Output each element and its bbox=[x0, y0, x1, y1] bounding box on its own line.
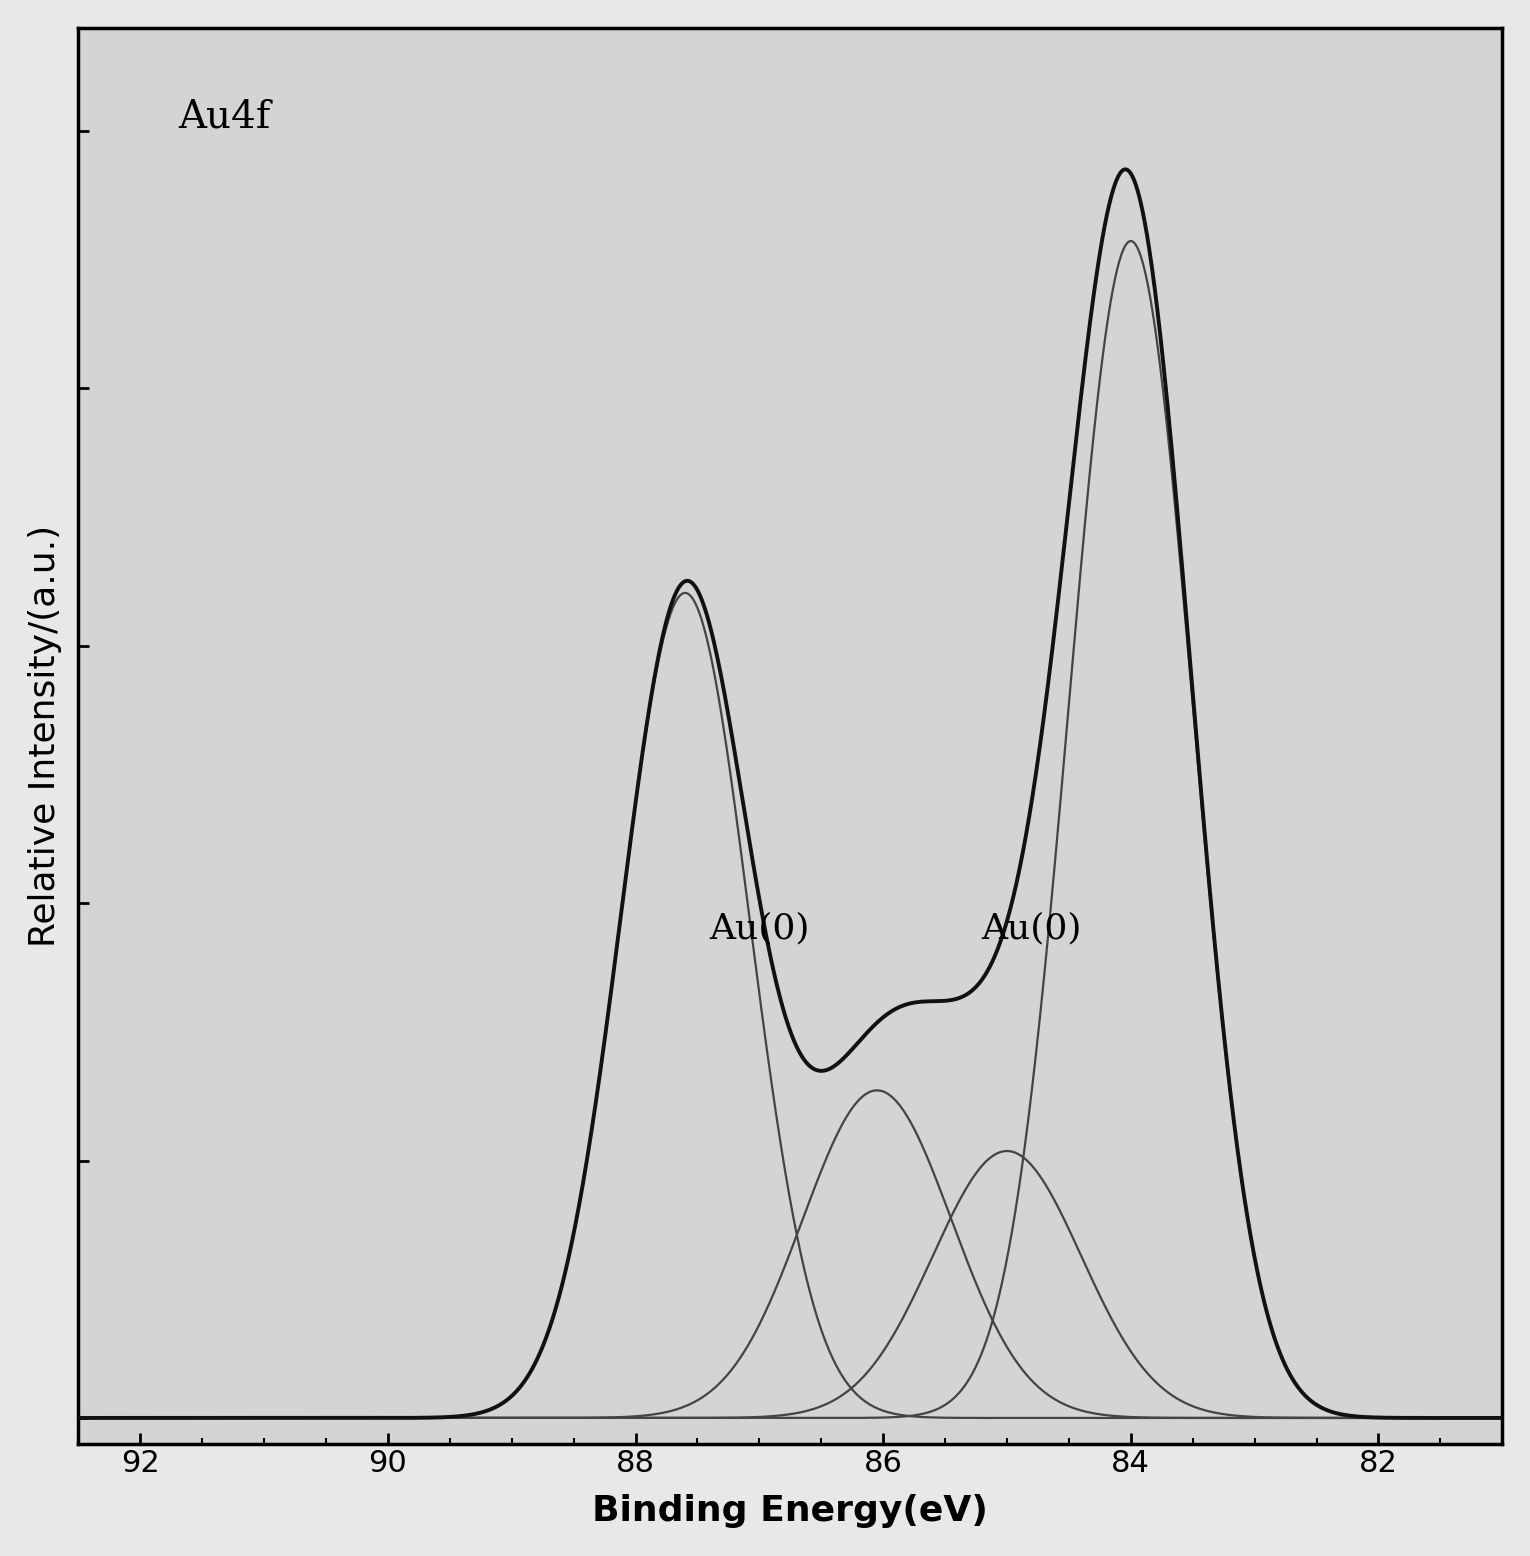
Y-axis label: Relative Intensity/(a.u.): Relative Intensity/(a.u.) bbox=[28, 524, 61, 946]
Text: Au4f: Au4f bbox=[177, 98, 271, 135]
X-axis label: Binding Energy(eV): Binding Energy(eV) bbox=[592, 1494, 988, 1528]
Text: Au(0): Au(0) bbox=[982, 912, 1082, 946]
Text: Au(0): Au(0) bbox=[708, 912, 809, 946]
